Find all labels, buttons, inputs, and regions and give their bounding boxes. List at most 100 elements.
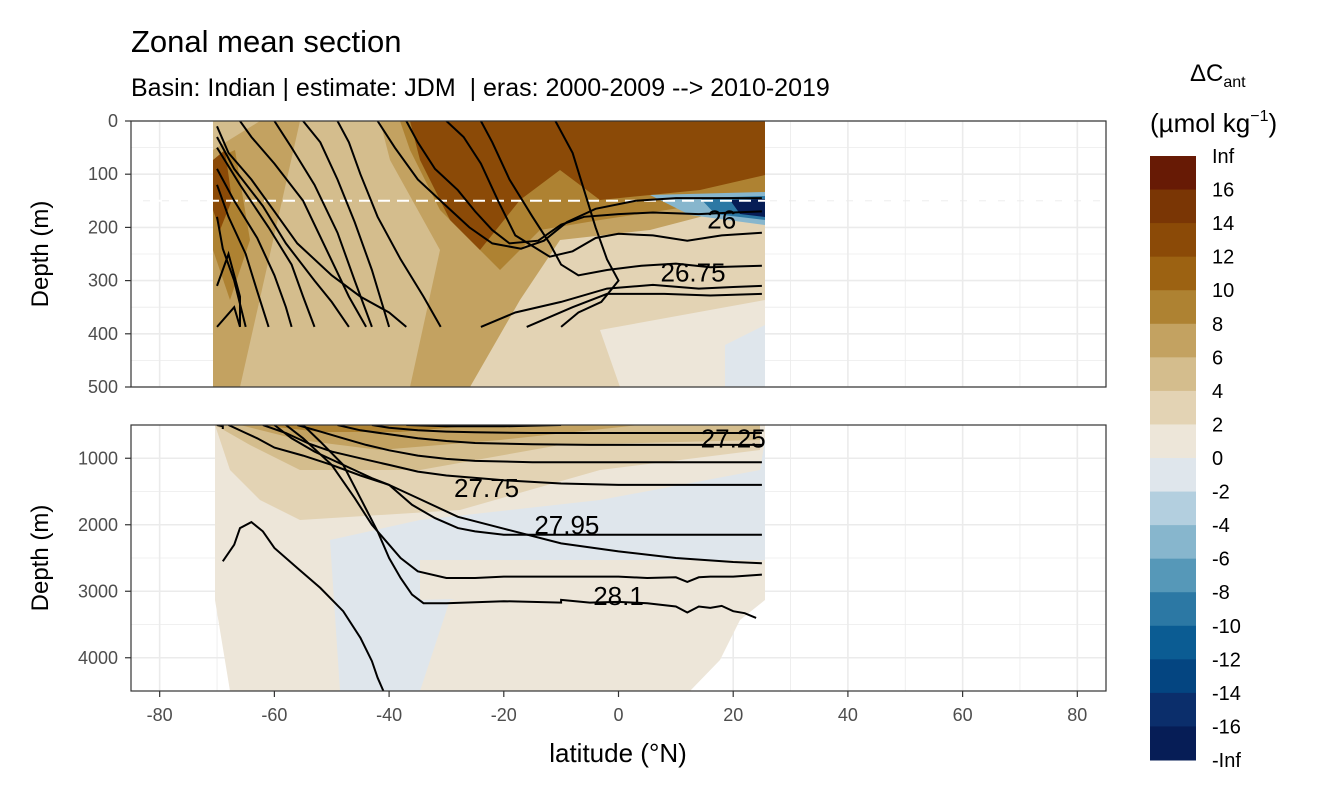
y-tick-label: 1000 xyxy=(78,448,118,468)
x-tick-label: -20 xyxy=(491,705,517,725)
isopycnal-line xyxy=(371,425,762,434)
y-tick-label: 100 xyxy=(88,164,118,184)
isopycnal-line xyxy=(228,425,762,565)
legend: ΔCant (µmol kg−1) Inf 16 14 12 10 8 6 4 2 0 -2 -4 -6… xyxy=(1150,60,1277,772)
axes: -80 -60 -40 -20 0 20 40 60 80 0 100 200 300 400 500 100… xyxy=(78,111,1087,725)
isopycnal-line xyxy=(297,425,762,464)
isopycnal-label: 26.75 xyxy=(661,258,726,288)
isopycnal-line xyxy=(405,121,762,245)
legend-swatch xyxy=(1150,525,1196,560)
legend-label: 16 xyxy=(1212,180,1234,202)
legend-unit-main: (µmol kg xyxy=(1150,108,1250,138)
legend-swatch xyxy=(1150,458,1196,493)
isopycnal-line xyxy=(239,121,367,328)
y-tick-label: 0 xyxy=(108,111,118,131)
isopycnal-line xyxy=(554,121,620,328)
y-tick-label: 400 xyxy=(88,324,118,344)
legend-swatch xyxy=(1150,323,1196,358)
legend-swatch xyxy=(1150,491,1196,526)
isopycnal-line xyxy=(406,425,562,428)
legend-swatch xyxy=(1150,223,1196,258)
isopycnal-line xyxy=(337,425,762,446)
isopycnal-line xyxy=(273,121,373,328)
isopycnal-labels: 26 26.75 27.25 27.75 27.95 28.1 xyxy=(454,204,766,610)
upper-panel-border xyxy=(130,120,1107,388)
legend-swatch xyxy=(1150,290,1196,325)
isopycnal-label: 27.95 xyxy=(534,510,599,540)
isopycnal-line xyxy=(376,121,762,250)
legend-title-subscript: ant xyxy=(1223,74,1246,91)
x-axis-label: latitude (°N) xyxy=(549,738,687,768)
legend-label: -14 xyxy=(1212,683,1241,705)
x-tick-label: 40 xyxy=(838,705,858,725)
legend-label: 8 xyxy=(1212,314,1223,336)
isopycnal-label: 26 xyxy=(707,204,736,234)
isopycnal-line xyxy=(480,283,762,328)
y-tick-label: 300 xyxy=(88,271,118,291)
x-tick-label: 20 xyxy=(723,705,743,725)
chart-title: Zonal mean section xyxy=(131,24,402,59)
legend-colorbar xyxy=(1150,156,1196,761)
y-tick-label: 2000 xyxy=(78,515,118,535)
legend-labels: Inf 16 14 12 10 8 6 4 2 0 -2 -4 -6 -8 -10 -12 -14 -16 -Inf xyxy=(1212,146,1241,772)
isopycnal-line xyxy=(216,147,316,328)
isopycnal-label: 27.75 xyxy=(454,473,519,503)
x-tick-label: 0 xyxy=(613,705,623,725)
legend-label: 14 xyxy=(1212,213,1234,235)
legend-swatch xyxy=(1150,156,1196,191)
legend-title: ΔCant xyxy=(1190,60,1246,91)
legend-unit: (µmol kg−1) xyxy=(1150,108,1277,138)
x-tick-label: 80 xyxy=(1067,705,1087,725)
isopycnal-line xyxy=(336,121,442,328)
y-tick-label: 500 xyxy=(88,377,118,397)
isopycnal-line xyxy=(302,121,391,328)
y-tick-label: 4000 xyxy=(78,648,118,668)
isopycnal-line xyxy=(216,184,270,328)
y-tick-label: 3000 xyxy=(78,581,118,601)
legend-label: 2 xyxy=(1212,414,1223,436)
isopycnal-label: 27.25 xyxy=(701,423,766,453)
isopycnal-line xyxy=(526,292,762,328)
lower-isopycnal-contours xyxy=(216,425,762,691)
legend-label: 12 xyxy=(1212,247,1234,269)
isopycnal-line xyxy=(480,121,762,277)
legend-label: 0 xyxy=(1212,448,1223,470)
legend-swatch xyxy=(1150,424,1196,459)
legend-label: -6 xyxy=(1212,549,1230,571)
legend-label: -12 xyxy=(1212,649,1241,671)
isopycnal-line xyxy=(302,425,757,619)
isopycnal-line xyxy=(216,136,350,328)
legend-label: 4 xyxy=(1212,381,1223,403)
legend-swatch xyxy=(1150,189,1196,224)
lower-y-axis-label: Depth (m) xyxy=(27,505,54,612)
legend-label: -2 xyxy=(1212,482,1230,504)
legend-swatch xyxy=(1150,558,1196,593)
legend-swatch xyxy=(1150,726,1196,761)
legend-label: 10 xyxy=(1212,280,1234,302)
upper-panel-field xyxy=(131,121,1106,387)
legend-unit-close: ) xyxy=(1268,108,1277,138)
isopycnal-line xyxy=(216,125,407,328)
isopycnal-line xyxy=(216,168,293,328)
isopycnal-line xyxy=(221,520,385,691)
upper-isopycnal-contours xyxy=(216,121,762,328)
legend-label: -4 xyxy=(1212,515,1230,537)
isopycnal-line xyxy=(285,425,762,583)
isopycnal-line xyxy=(216,305,241,328)
chart-subtitle: Basin: Indian | estimate: JDM | eras: 20… xyxy=(131,74,830,102)
legend-label: -8 xyxy=(1212,582,1230,604)
isopycnal-label: 28.1 xyxy=(593,581,644,611)
x-tick-label: 60 xyxy=(953,705,973,725)
legend-label: Inf xyxy=(1212,146,1235,168)
legend-swatch xyxy=(1150,592,1196,627)
legend-label: -10 xyxy=(1212,616,1241,638)
legend-swatch xyxy=(1150,357,1196,392)
x-tick-label: -40 xyxy=(376,705,402,725)
isopycnal-line xyxy=(273,425,762,536)
upper-y-axis-label: Depth (m) xyxy=(27,201,54,308)
y-tick-label: 200 xyxy=(88,217,118,237)
isopycnal-line xyxy=(216,250,241,327)
legend-label: 6 xyxy=(1212,347,1223,369)
legend-swatch xyxy=(1150,256,1196,291)
